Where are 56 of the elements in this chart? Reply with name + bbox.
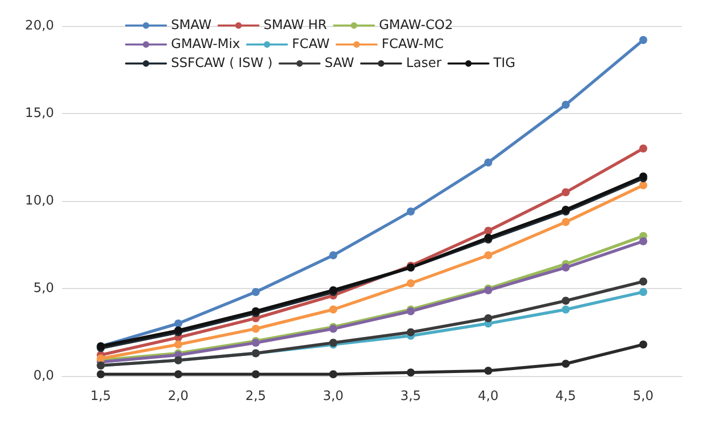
- point: [562, 360, 570, 368]
- legend-label: GMAW-Mix: [171, 37, 240, 52]
- point: [562, 264, 570, 272]
- point: [484, 366, 492, 375]
- legend-label: FCAW-MC: [382, 37, 444, 52]
- y-tick-label: 15,0: [25, 106, 54, 121]
- point: [406, 279, 415, 288]
- point: [639, 181, 648, 190]
- point: [252, 324, 260, 333]
- point: [252, 288, 260, 296]
- point: [484, 251, 492, 260]
- point: [639, 144, 648, 152]
- point: [252, 370, 260, 378]
- point: [562, 306, 570, 314]
- x-tick-label: 1,5: [90, 389, 112, 404]
- legend-label: SSFCAW ( ISW ): [171, 56, 273, 71]
- point: [639, 237, 648, 246]
- point: [406, 208, 415, 216]
- legend-label: SAW: [324, 56, 354, 71]
- point: [174, 320, 182, 328]
- point: [639, 278, 648, 286]
- point: [562, 296, 570, 305]
- legend-label: SMAW: [171, 18, 212, 33]
- y-tick-label: 20,0: [25, 18, 54, 34]
- y-tick-label: 5,0: [33, 281, 54, 296]
- point: [562, 188, 570, 196]
- point: [562, 100, 570, 109]
- legend-label: SMAW HR: [264, 18, 327, 33]
- point: [406, 328, 415, 336]
- x-tick-label: 4,5: [555, 389, 576, 404]
- point: [96, 370, 105, 378]
- x-tick-label: 2,0: [168, 389, 189, 404]
- point: [484, 158, 492, 166]
- point: [329, 370, 338, 378]
- legend-label: TIG: [492, 56, 516, 71]
- point: [406, 368, 415, 376]
- point: [329, 251, 338, 260]
- point: [174, 370, 182, 378]
- point: [562, 218, 570, 226]
- point: [174, 340, 182, 348]
- x-tick-label: 3,0: [322, 389, 344, 404]
- point: [484, 314, 492, 322]
- y-tick-label: 0,0: [33, 368, 54, 384]
- point: [639, 340, 648, 348]
- x-tick-label: 3,5: [400, 389, 422, 404]
- y-tick-label: 10,0: [25, 194, 54, 208]
- point: [484, 226, 492, 235]
- point: [329, 306, 338, 314]
- x-tick-label: 2,5: [245, 389, 266, 404]
- point: [639, 36, 648, 44]
- legend-label: Laser: [406, 56, 442, 71]
- point: [639, 288, 648, 296]
- legend-label: FCAW: [292, 37, 330, 52]
- x-tick-label: 5,0: [632, 389, 654, 404]
- x-tick-label: 4,0: [478, 389, 499, 404]
- legend-label: GMAW-CO2: [378, 18, 454, 33]
